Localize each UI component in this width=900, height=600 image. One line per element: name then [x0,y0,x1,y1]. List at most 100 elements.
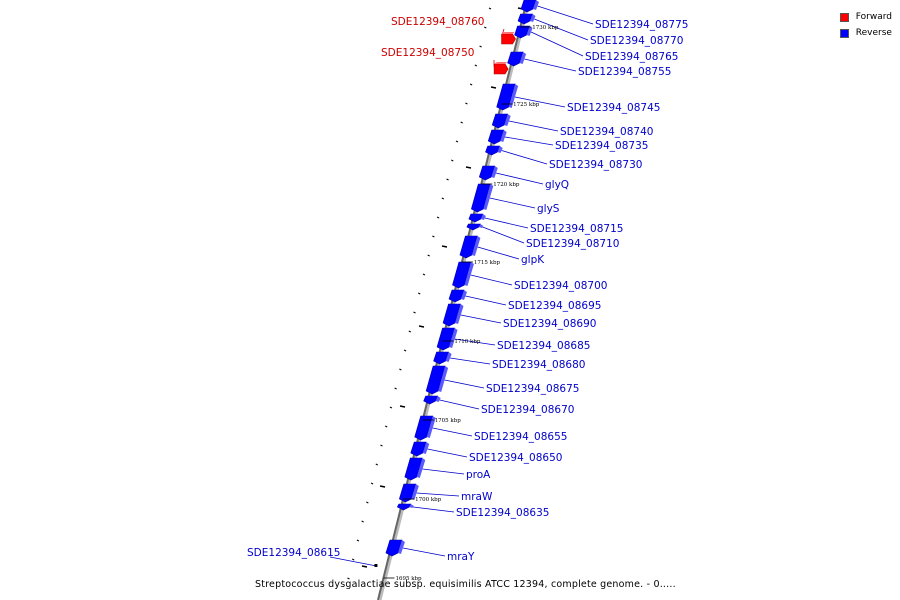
forward-gene-label[interactable]: SDE12394_08750 [381,47,474,59]
label-connector [402,547,446,557]
reverse-gene[interactable] [436,327,455,351]
label-connector [504,136,554,146]
track-mark [351,558,355,561]
reverse-gene-label[interactable]: SDE12394_08650 [469,452,562,464]
gene-shade [519,52,527,64]
label-connector [530,31,584,57]
label-connector [460,314,502,324]
label-connector [537,5,594,25]
reverse-gene[interactable] [396,503,412,511]
reverse-gene-label[interactable]: glyS [537,203,560,215]
gene-shade [471,236,481,256]
track-mark [446,178,449,181]
forward-gene[interactable] [493,63,509,75]
reverse-gene[interactable] [487,129,505,145]
reverse-gene-label[interactable]: SDE12394_08680 [492,359,585,371]
track-mark [408,330,412,333]
reverse-gene-label[interactable]: proA [466,469,491,481]
reverse-gene[interactable] [423,395,439,405]
reverse-gene[interactable] [385,539,403,557]
gene-shade [500,130,507,142]
scale-tick-label: 1715 kbp [474,260,501,266]
reverse-gene[interactable] [459,235,478,259]
track-mark [479,45,482,48]
reverse-gene-label[interactable]: SDE12394_08735 [555,140,648,152]
track-mark [474,64,478,67]
reverse-gene[interactable] [425,365,446,395]
reverse-gene[interactable] [466,223,481,231]
reverse-gene[interactable] [491,113,509,129]
reverse-gene-label[interactable]: glyQ [545,179,569,191]
reverse-gene-label[interactable]: SDE12394_08675 [486,383,579,395]
gene-shade [449,328,458,348]
scale-tick-label: 1700 kbp [415,497,442,503]
gene-shade [530,14,536,22]
reverse-gene[interactable] [442,303,461,327]
track-mark [427,254,430,257]
reverse-gene[interactable] [507,51,524,67]
reverse-gene-label[interactable]: SDE12394_08745 [567,102,660,114]
reverse-gene[interactable] [485,145,501,156]
reverse-gene[interactable] [448,289,465,303]
track-mark [465,166,472,169]
track-mark [366,501,369,504]
reverse-gene[interactable] [514,25,530,39]
reverse-gene-label[interactable]: SDE12394_08655 [474,431,567,443]
gene-shade [438,366,449,392]
forward-swatch [839,12,849,22]
track-mark [379,485,386,488]
reverse-gene-label[interactable]: SDE12394_08710 [526,238,619,250]
reverse-gene[interactable] [468,213,484,223]
track-mark [469,83,473,86]
gene-shade [411,484,419,500]
forward-gene-label[interactable]: SDE12394_08615 [247,547,340,559]
reverse-gene[interactable] [414,415,434,441]
reverse-gene-label[interactable]: SDE12394_08695 [508,300,601,312]
reverse-gene[interactable] [398,483,417,503]
label-connector [422,468,465,475]
forward-gene[interactable] [501,33,516,45]
reverse-gene-label[interactable]: SDE12394_08730 [549,159,642,171]
reverse-gene[interactable] [517,13,533,25]
reverse-gene[interactable] [496,83,516,111]
track-mark [488,7,492,10]
label-connector [534,18,589,41]
reverse-gene-label[interactable]: SDE12394_08715 [530,223,623,235]
reverse-gene[interactable] [404,457,423,481]
track-mark [451,159,454,162]
reverse-gene[interactable] [478,165,496,181]
reverse-gene-label[interactable]: SDE12394_08765 [585,51,678,63]
reverse-gene-label[interactable]: SDE12394_08775 [595,19,688,31]
reverse-gene-label[interactable]: mraW [461,491,493,503]
scale-tick-label: 1720 kbp [493,182,520,188]
reverse-gene-label[interactable]: mraY [447,551,475,563]
track-mark [418,292,421,295]
forward-gene-label[interactable]: SDE12394_08760 [391,16,484,28]
track-mark [347,577,350,580]
reverse-gene-label[interactable]: SDE12394_08685 [497,340,590,352]
reverse-gene-label[interactable]: SDE12394_08740 [560,126,653,138]
gene-shade [526,26,533,36]
scale-tick-label: 1730 kbp [532,25,559,31]
reverse-gene-label[interactable]: SDE12394_08700 [514,280,607,292]
reverse-gene[interactable] [520,0,537,13]
reverse-gene-label[interactable]: SDE12394_08770 [590,35,683,47]
label-connector [413,506,455,513]
reverse-gene[interactable] [410,441,427,457]
track-mark [361,565,368,568]
reverse-gene-label[interactable]: SDE12394_08690 [503,318,596,330]
reverse-gene-label[interactable]: glpK [521,254,545,266]
gene-shade [501,32,515,34]
track-mark [356,539,360,542]
forward-gene[interactable] [374,564,378,567]
gene-shade [445,352,452,362]
reverse-gene-label[interactable]: SDE12394_08635 [456,507,549,519]
reverse-gene-label[interactable]: SDE12394_08755 [578,66,671,78]
reverse-gene-label[interactable]: SDE12394_08670 [481,404,574,416]
label-connector [501,150,548,165]
track-mark [441,245,448,248]
reverse-gene[interactable] [433,351,450,365]
gene-shade [478,224,484,228]
scale-tick-label: 1725 kbp [513,102,540,108]
